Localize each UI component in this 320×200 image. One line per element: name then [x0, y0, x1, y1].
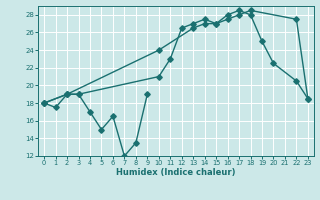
X-axis label: Humidex (Indice chaleur): Humidex (Indice chaleur) [116, 168, 236, 177]
